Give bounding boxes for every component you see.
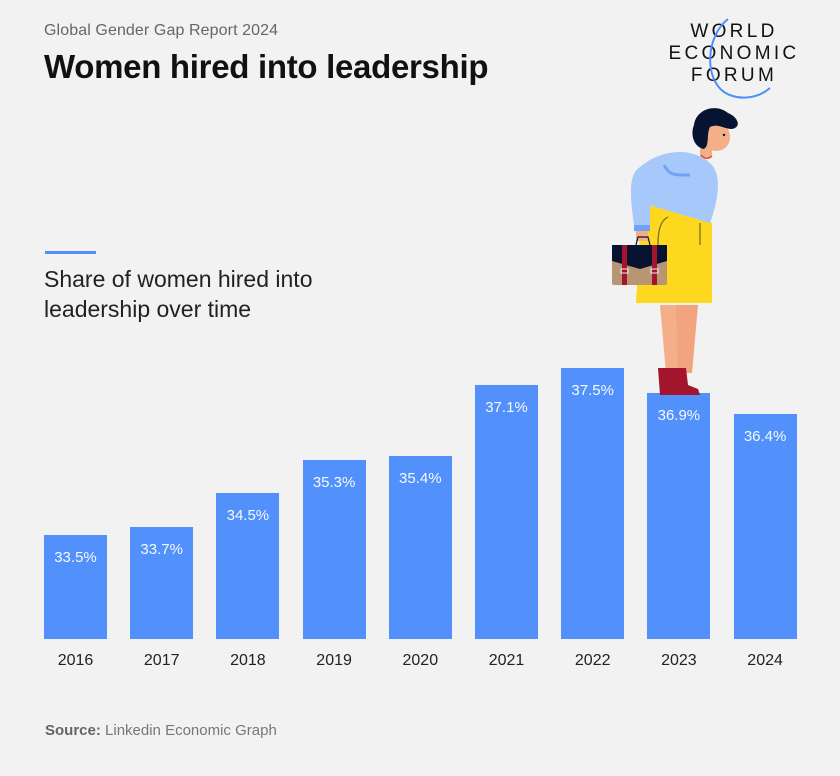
- bar-value-label: 36.4%: [743, 427, 787, 445]
- logo-line-economic: ECONOMIC: [668, 43, 800, 64]
- source-note: Source: Linkedin Economic Graph: [45, 722, 277, 739]
- wef-logo: WORLD ECONOMIC FORUM: [664, 18, 804, 100]
- bar-2021: 37.1%: [475, 384, 538, 639]
- x-axis-label: 2024: [747, 652, 783, 669]
- bar-2022: 37.5%: [561, 368, 625, 639]
- source-text: Linkedin Economic Graph: [100, 722, 277, 739]
- bar-2018: 34.5%: [216, 493, 280, 639]
- bar-value-label: 36.9%: [657, 407, 701, 425]
- bar-2016: 33.5%: [44, 535, 107, 639]
- bar-2017: 33.7%: [130, 526, 194, 639]
- bar-value-label: 33.5%: [54, 549, 97, 566]
- source-label: Source:: [45, 722, 101, 739]
- x-axis-label: 2019: [316, 652, 352, 669]
- x-axis-label: 2022: [574, 652, 611, 669]
- x-axis-label: 2018: [230, 652, 266, 669]
- woman-with-briefcase-illustration: [612, 108, 738, 399]
- chart-description: Share of women hired into leadership ove…: [44, 264, 313, 324]
- logo-line-world: WORLD: [690, 21, 778, 42]
- page-title: Women hired into leadership: [44, 48, 489, 85]
- bar-value-label: 35.4%: [399, 469, 442, 487]
- bar-value-label: 37.5%: [571, 382, 614, 399]
- chart-description-line2: leadership over time: [44, 296, 252, 322]
- x-axis-label: 2016: [57, 652, 94, 669]
- report-name: Global Gender Gap Report 2024: [44, 22, 279, 39]
- bar-2024: 36.4%: [733, 413, 797, 639]
- x-axis-label: 2020: [402, 652, 439, 669]
- bar-value-label: 35.3%: [312, 473, 356, 491]
- bar-2020: 35.4%: [388, 455, 452, 639]
- bar-2023: 36.9%: [647, 393, 711, 639]
- x-axis-label: 2017: [143, 652, 180, 669]
- x-axis-label: 2023: [661, 652, 697, 669]
- logo-arc-icon: [709, 18, 771, 99]
- x-axis-label: 2021: [488, 652, 525, 669]
- bar-2019: 35.3%: [302, 459, 366, 639]
- bar-value-label: 33.7%: [140, 540, 183, 558]
- bar-value-label: 37.1%: [485, 398, 528, 416]
- bar-value-label: 34.5%: [226, 507, 270, 525]
- accent-bar: [45, 251, 96, 254]
- chart-description-line1: Share of women hired into: [44, 266, 313, 292]
